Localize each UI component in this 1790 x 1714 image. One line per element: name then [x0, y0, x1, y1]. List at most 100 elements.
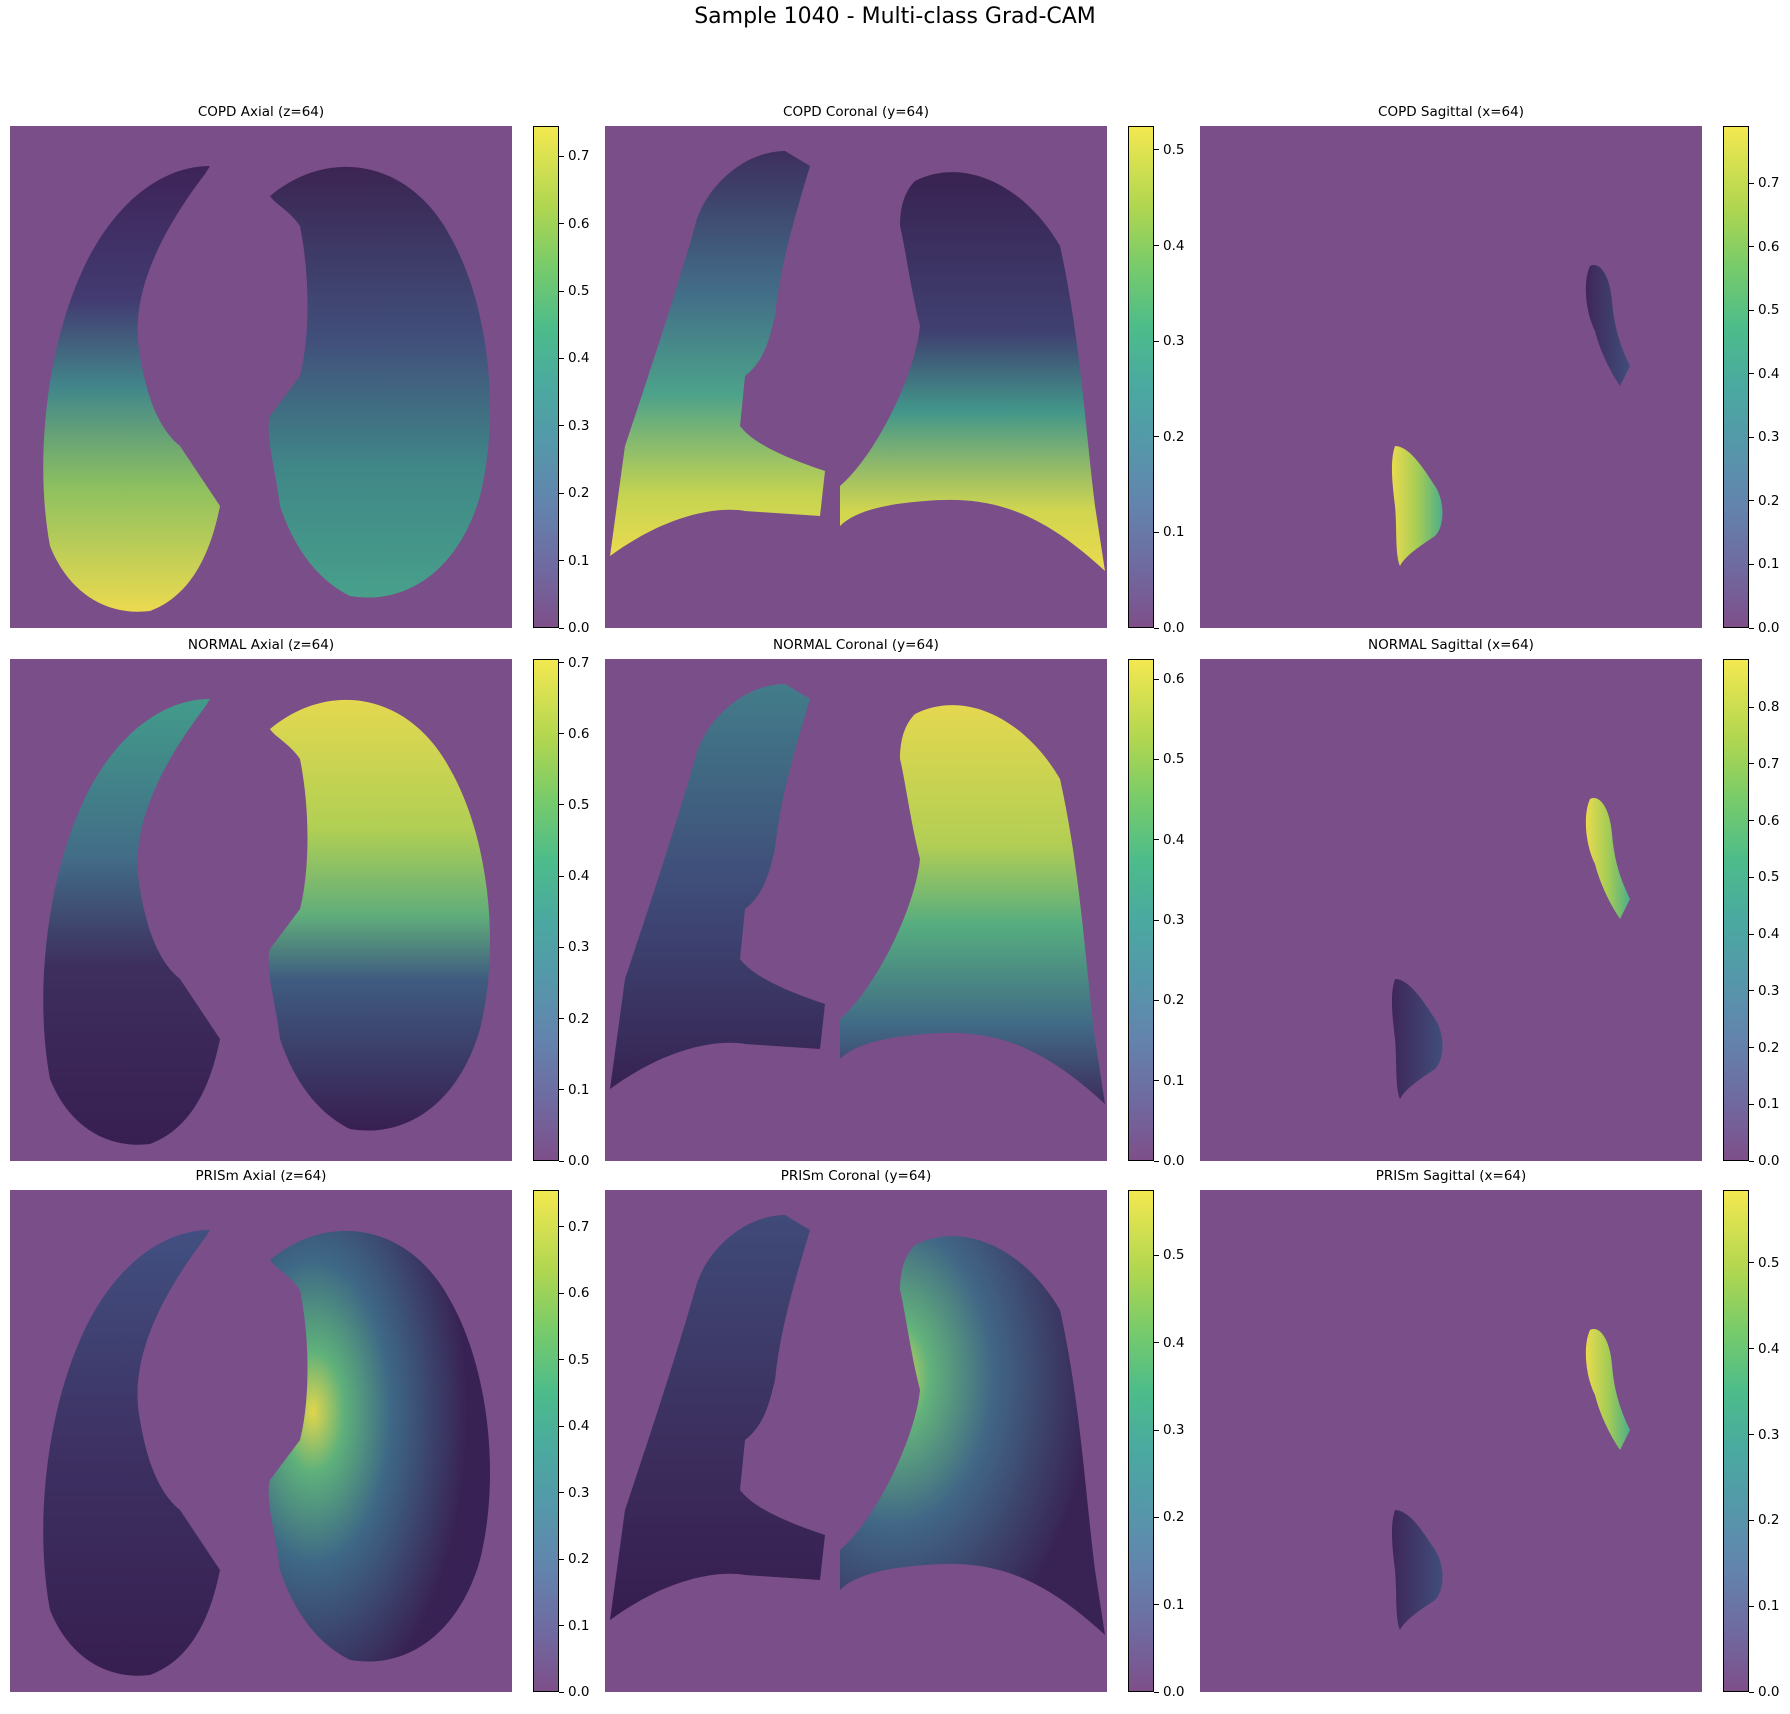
heatmap-panel: PRISm Coronal (y=64) 0.0 0.1 0.2 0.3 0.4 0.5	[605, 1168, 1205, 1700]
tick-mark	[1154, 999, 1159, 1001]
heatmap-image	[605, 659, 1107, 1161]
tick-mark	[1154, 1160, 1159, 1162]
tick-label: 0.3	[568, 939, 590, 956]
panel-title: COPD Axial (z=64)	[197, 104, 325, 120]
heatmap-panel: COPD Coronal (y=64) 0.0 0.1 0.2 0.3 0.4 0.5	[605, 104, 1205, 636]
tick-mark	[559, 1292, 564, 1294]
panel-title: PRISm Axial (z=64)	[195, 1168, 327, 1184]
tick-label: 0.5	[1758, 302, 1780, 319]
colorbar	[1128, 126, 1154, 628]
tick-label: 0.4	[1758, 1340, 1780, 1357]
tick-mark	[1154, 678, 1159, 680]
left-lung-region	[43, 699, 220, 1145]
tick-mark	[1749, 820, 1754, 822]
tick-label: 0.4	[1758, 365, 1780, 382]
panel-title: COPD Coronal (y=64)	[783, 104, 929, 120]
tick-mark	[559, 1625, 564, 1626]
colorbar-ticks: 0.0 0.1 0.2 0.3 0.4 0.5	[1154, 126, 1214, 636]
colorbar-ticks: 0.0 0.1 0.2 0.3 0.4 0.5 0.6 0.7 0.8	[1749, 659, 1790, 1169]
tick-mark	[1749, 436, 1754, 438]
left-lung-region	[43, 1230, 220, 1676]
tick-mark	[559, 946, 564, 948]
colorbar-ticks: 0.0 0.1 0.2 0.3 0.4 0.5 0.6	[1154, 659, 1214, 1169]
tick-label: 0.3	[1758, 1426, 1780, 1443]
tick-mark	[1749, 763, 1754, 765]
panel-title: COPD Sagittal (x=64)	[1378, 104, 1524, 120]
upper-lung-section	[1585, 265, 1630, 386]
tick-mark	[1154, 1342, 1159, 1344]
tick-mark	[1154, 1691, 1159, 1693]
tick-label: 0.3	[1758, 429, 1780, 446]
tick-mark	[1749, 309, 1754, 311]
tick-label: 0.6	[568, 725, 590, 742]
upper-lung-section	[1585, 798, 1630, 919]
panel-title: PRISm Sagittal (x=64)	[1375, 1168, 1527, 1184]
heatmap-panel: PRISm Axial (z=64) 0.0 0.1 0.2 0.3 0.4 0.5 0.6 0…	[10, 1168, 610, 1700]
tick-mark	[1749, 706, 1754, 708]
tick-label: 0.6	[1758, 812, 1780, 829]
tick-mark	[1749, 1434, 1754, 1436]
tick-label: 0.0	[568, 620, 590, 636]
tick-label: 0.0	[1758, 1153, 1780, 1169]
tick-label: 0.5	[1758, 1254, 1780, 1271]
tick-mark	[1154, 1516, 1159, 1518]
tick-mark	[1749, 182, 1754, 184]
tick-label: 0.3	[568, 417, 590, 434]
tick-mark	[559, 425, 564, 427]
tick-label: 0.0	[1163, 1684, 1185, 1700]
tick-mark	[1154, 340, 1159, 342]
tick-mark	[1749, 373, 1754, 375]
tick-label: 0.6	[568, 1285, 590, 1302]
upper-lung-section	[1585, 1329, 1630, 1450]
tick-label: 0.2	[568, 1551, 590, 1568]
colorbar	[1128, 659, 1154, 1161]
tick-label: 0.5	[1163, 751, 1185, 768]
heatmap-image	[605, 1190, 1107, 1692]
heatmap-panel: COPD Axial (z=64) 0.0 0.1 0.2 0.3 0.4 0.5 0.6 0.…	[10, 104, 610, 636]
tick-mark	[559, 1691, 564, 1693]
tick-mark	[559, 223, 564, 225]
heatmap-panel: NORMAL Axial (z=64) 0.0 0.1 0.2 0.3 0.4 0.5 0.6…	[10, 637, 610, 1169]
tick-label: 0.7	[1758, 755, 1780, 772]
right-lung-region	[268, 1230, 490, 1662]
heatmap-panel: NORMAL Sagittal (x=64) 0.0 0.1 0.2 0.3 0.4 0.5…	[1200, 637, 1790, 1169]
heatmap-image	[1200, 126, 1702, 628]
tick-mark	[559, 357, 564, 359]
tick-mark	[559, 492, 564, 494]
colorbar	[533, 659, 559, 1161]
tick-label: 0.3	[568, 1484, 590, 1501]
tick-label: 0.4	[1163, 1334, 1185, 1351]
tick-mark	[559, 1425, 564, 1427]
tick-mark	[559, 733, 564, 735]
lower-lung-section	[1391, 1510, 1443, 1630]
tick-mark	[1749, 627, 1754, 629]
tick-mark	[1749, 990, 1754, 992]
tick-mark	[1749, 500, 1754, 502]
colorbar	[1723, 126, 1749, 628]
tick-label: 0.6	[1758, 238, 1780, 255]
colorbar-ticks: 0.0 0.1 0.2 0.3 0.4 0.5 0.6 0.7	[559, 1190, 619, 1700]
colorbar	[533, 1190, 559, 1692]
tick-label: 0.5	[1163, 1247, 1185, 1264]
colorbar-ticks: 0.0 0.1 0.2 0.3 0.4 0.5 0.6 0.7	[1749, 126, 1790, 636]
tick-mark	[559, 290, 564, 292]
tick-label: 0.1	[568, 1617, 590, 1634]
tick-mark	[1749, 1348, 1754, 1350]
figure-title: Sample 1040 - Multi-class Grad-CAM	[694, 4, 1096, 29]
tick-mark	[1749, 1103, 1754, 1105]
tick-label: 0.1	[1758, 556, 1780, 573]
tick-mark	[559, 1359, 564, 1361]
tick-label: 0.0	[1163, 1153, 1185, 1169]
tick-label: 0.0	[1758, 1684, 1780, 1700]
right-lung-region	[268, 699, 490, 1131]
tick-label: 0.8	[1758, 699, 1780, 716]
tick-mark	[559, 627, 564, 629]
tick-mark	[559, 804, 564, 806]
tick-label: 0.3	[1163, 333, 1185, 350]
heatmap-panel: COPD Sagittal (x=64) 0.0 0.1 0.2 0.3 0.4 0.5 0.…	[1200, 104, 1790, 636]
tick-mark	[1154, 436, 1159, 438]
tick-label: 0.4	[1163, 237, 1185, 254]
tick-label: 0.5	[568, 796, 590, 813]
tick-mark	[1749, 1047, 1754, 1049]
heatmap-image	[10, 1190, 512, 1692]
